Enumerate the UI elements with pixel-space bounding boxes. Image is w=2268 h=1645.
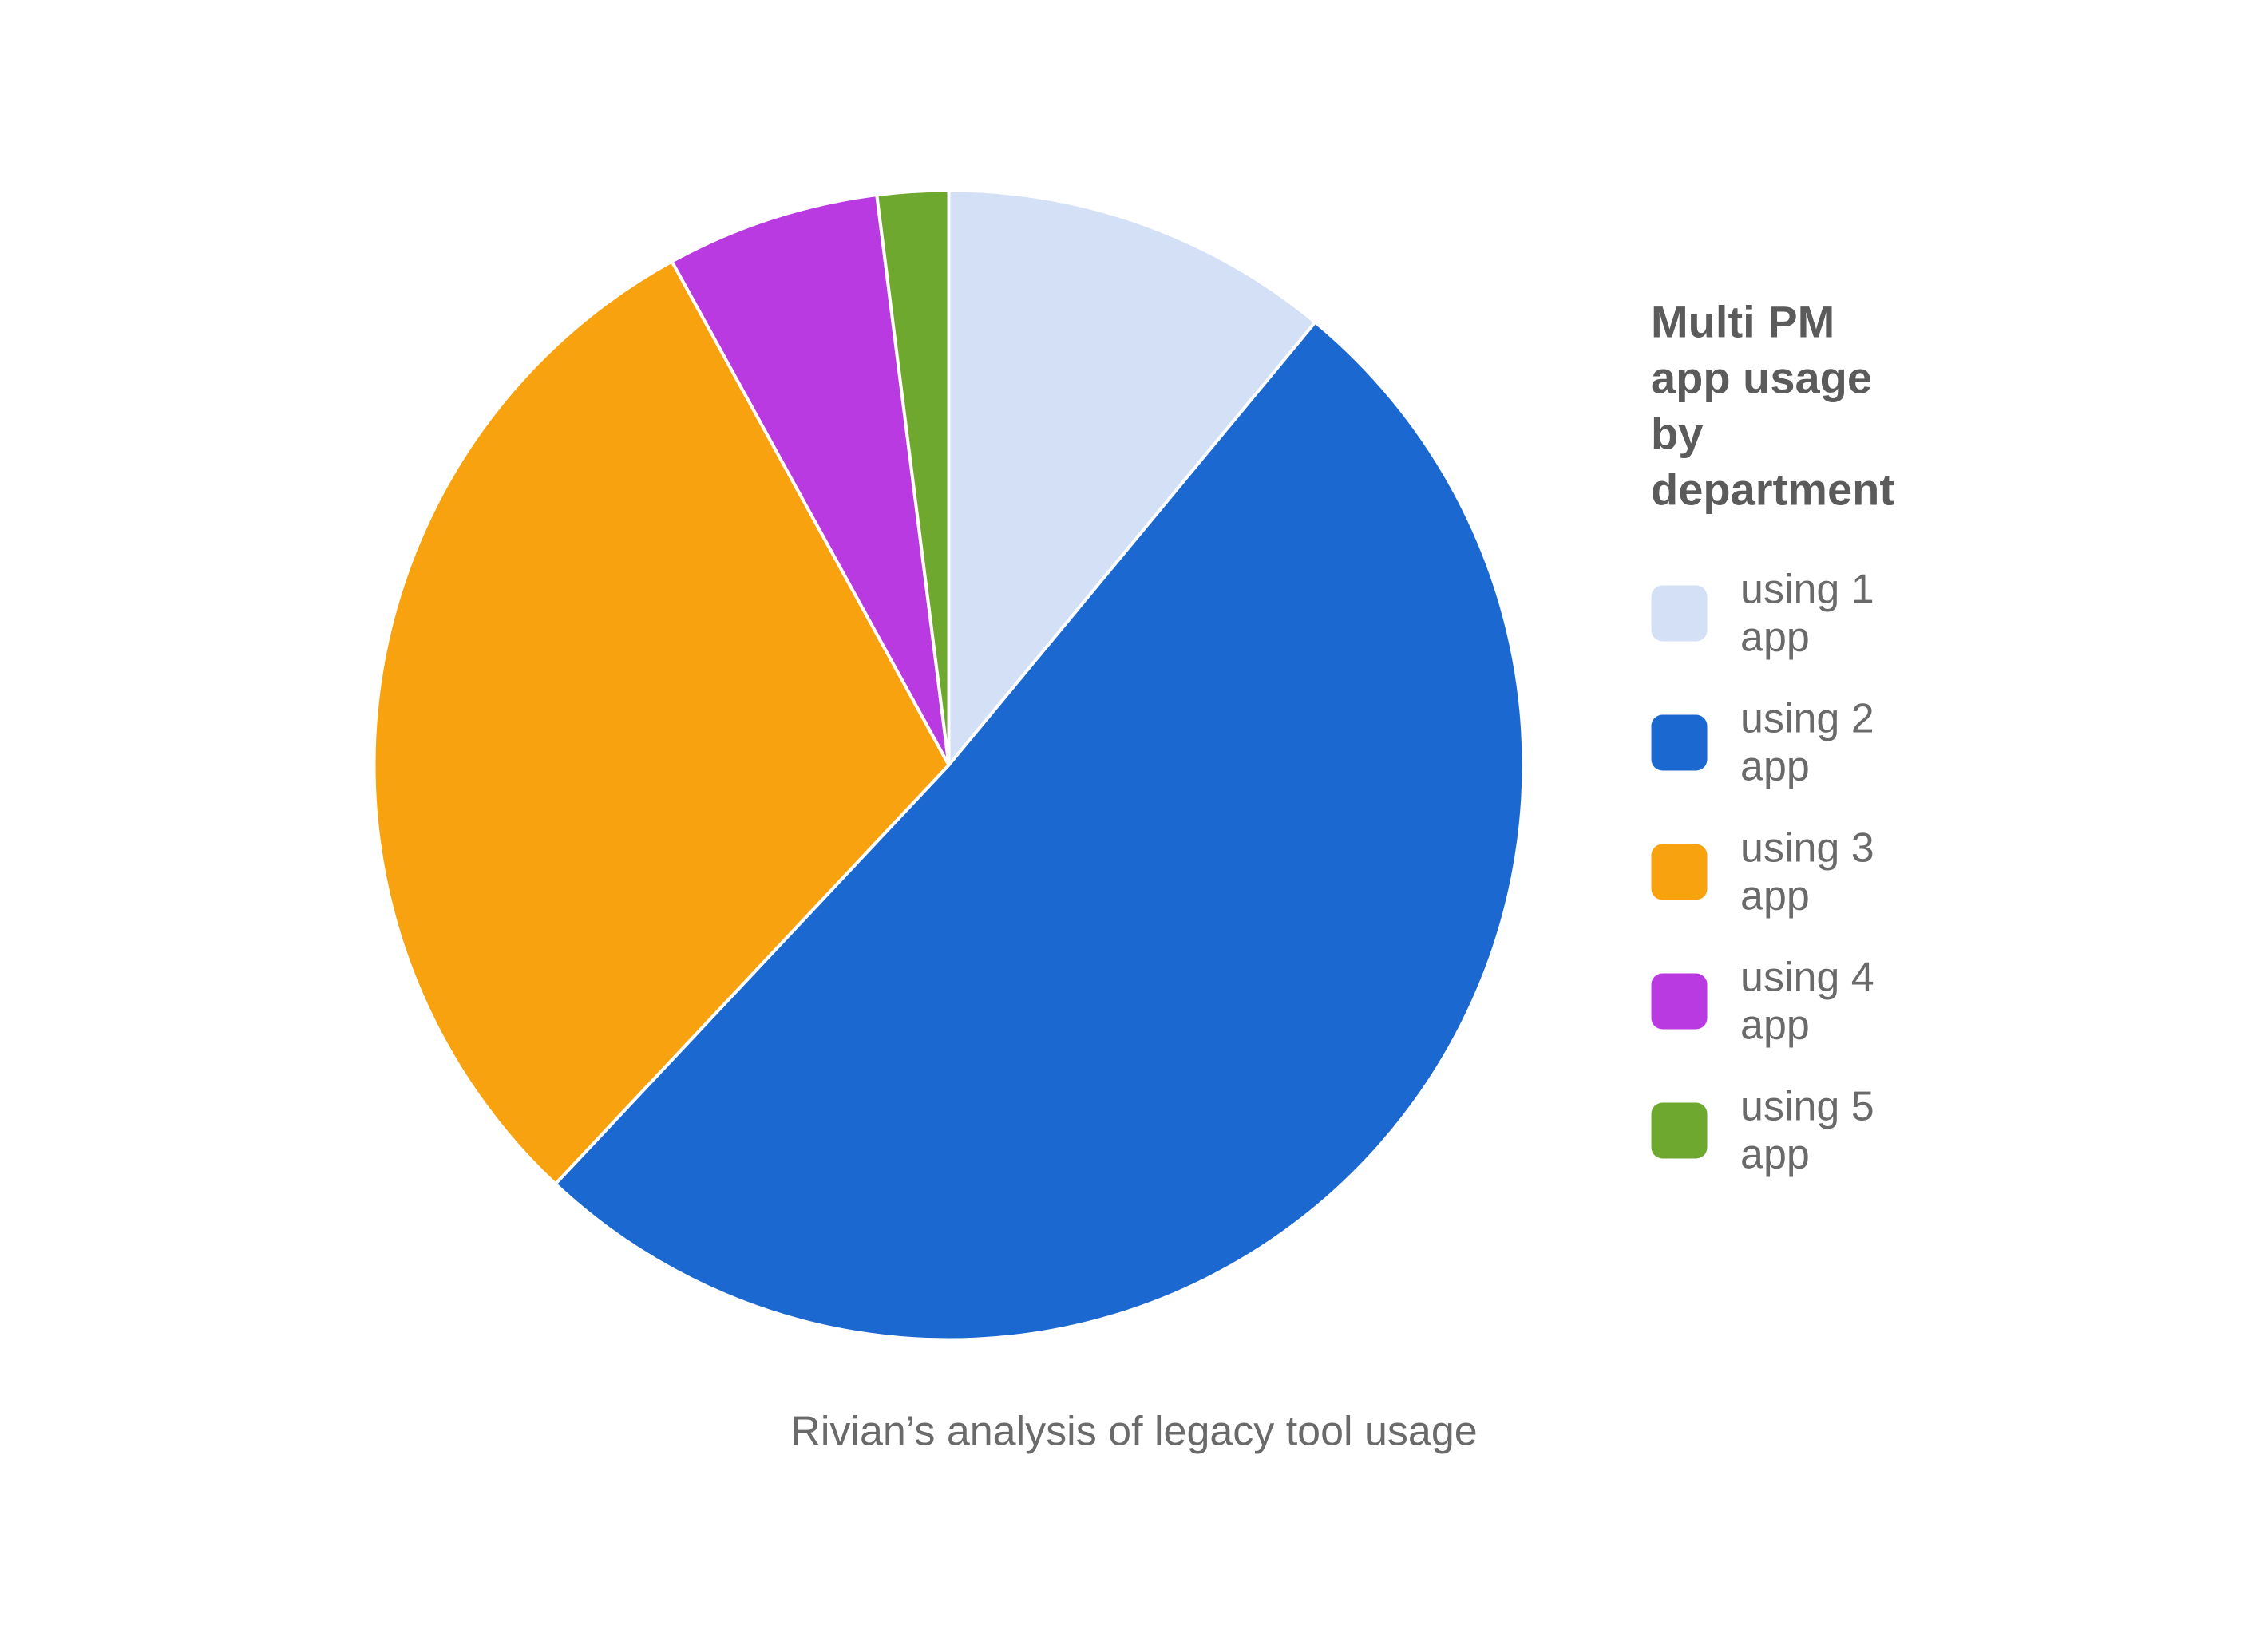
chart-stage: Multi PM app usage by department using 1… [0, 0, 2268, 1645]
legend-item: using 2 app [1651, 694, 1894, 790]
pie-chart [374, 190, 1523, 1343]
pie-svg [374, 190, 1523, 1339]
chart-caption: Rivian’s analysis of legacy tool usage [790, 1407, 1477, 1455]
legend-label: using 1 app [1740, 565, 1894, 661]
legend-label: using 3 app [1740, 824, 1894, 919]
legend-title: Multi PM app usage by department [1651, 294, 1894, 517]
legend-item: using 4 app [1651, 953, 1894, 1049]
legend-item: using 1 app [1651, 565, 1894, 661]
legend-swatch [1651, 585, 1707, 641]
legend-items: using 1 app using 2 app using 3 app using 4… [1651, 565, 1894, 1178]
legend-swatch [1651, 844, 1707, 900]
legend-label: using 4 app [1740, 953, 1894, 1049]
chart-row: Multi PM app usage by department using 1… [374, 190, 1894, 1343]
legend-swatch [1651, 714, 1707, 770]
chart-container: Multi PM app usage by department using 1… [374, 190, 1894, 1455]
legend-item: using 3 app [1651, 824, 1894, 919]
legend-label: using 2 app [1740, 694, 1894, 790]
legend-swatch [1651, 1102, 1707, 1158]
legend: Multi PM app usage by department using 1… [1651, 294, 1894, 1178]
legend-item: using 5 app [1651, 1082, 1894, 1178]
legend-swatch [1651, 973, 1707, 1029]
legend-label: using 5 app [1740, 1082, 1894, 1178]
